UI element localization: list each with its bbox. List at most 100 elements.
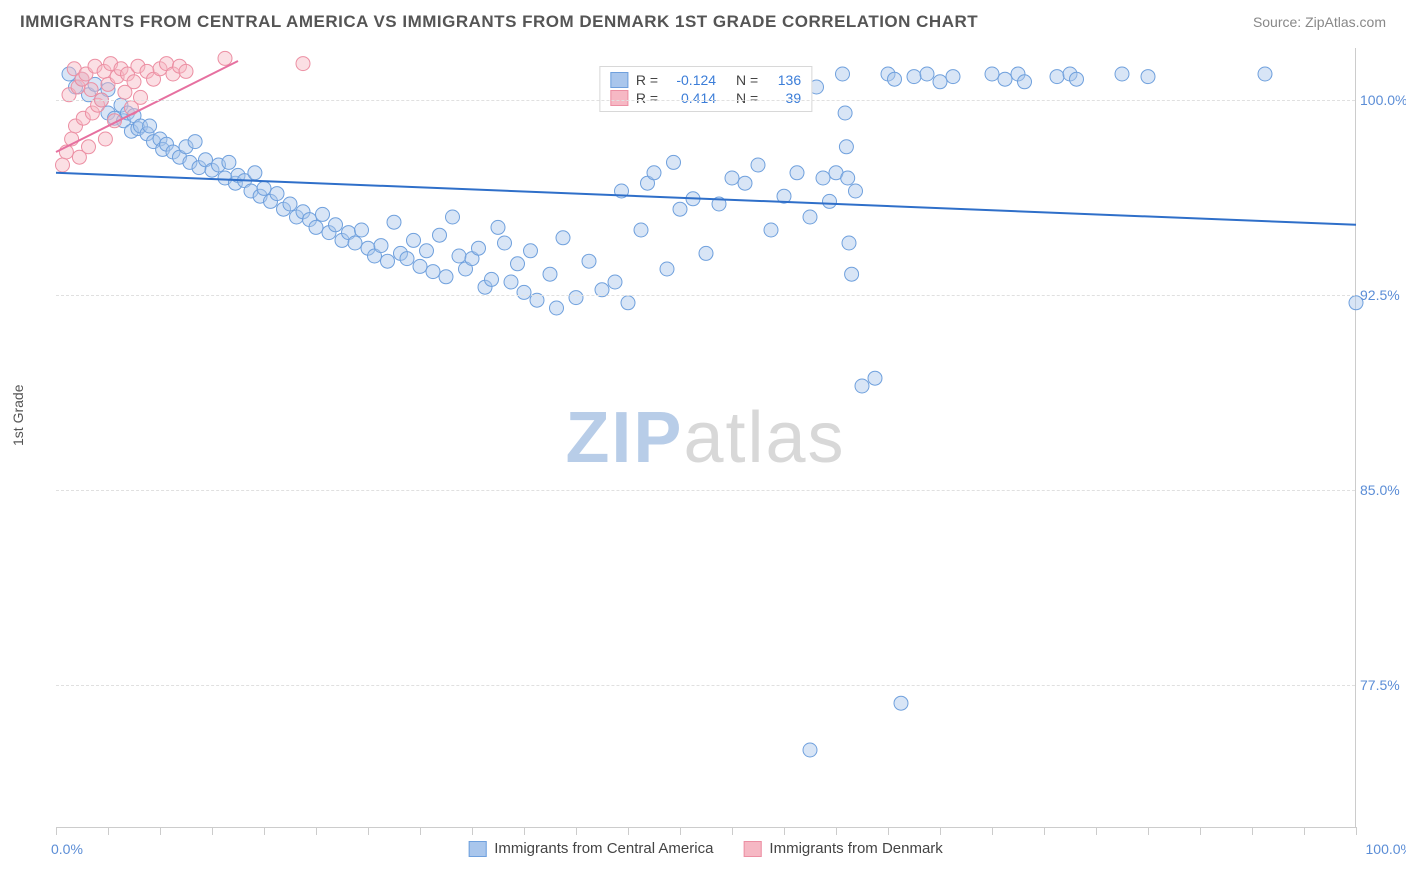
data-point — [841, 171, 855, 185]
data-point — [888, 72, 902, 86]
data-point — [985, 67, 999, 81]
stats-row-series-2: R = 0.414 N = 39 — [610, 89, 801, 107]
x-tick — [212, 827, 213, 835]
data-point — [1018, 75, 1032, 89]
x-tick — [1096, 827, 1097, 835]
x-tick — [1200, 827, 1201, 835]
data-point — [82, 140, 96, 154]
data-point — [855, 379, 869, 393]
data-point — [816, 171, 830, 185]
x-tick — [160, 827, 161, 835]
data-point — [127, 75, 141, 89]
data-point — [582, 254, 596, 268]
data-point — [98, 132, 112, 146]
y-axis-label: 1st Grade — [10, 385, 26, 446]
data-point — [842, 236, 856, 250]
data-point — [452, 249, 466, 263]
series-2-r-value: 0.414 — [666, 90, 716, 106]
y-tick-label: 100.0% — [1360, 92, 1406, 108]
data-point — [517, 285, 531, 299]
x-tick — [784, 827, 785, 835]
data-point — [439, 270, 453, 284]
data-point — [1050, 70, 1064, 84]
data-point — [387, 215, 401, 229]
series-2-name: Immigrants from Denmark — [769, 840, 942, 857]
series-1-r-value: -0.124 — [666, 72, 716, 88]
source-link[interactable]: ZipAtlas.com — [1305, 14, 1386, 30]
data-point — [296, 57, 310, 71]
gridline-h — [56, 685, 1355, 686]
gridline-h — [56, 490, 1355, 491]
data-point — [491, 220, 505, 234]
data-point — [498, 236, 512, 250]
y-tick-label: 92.5% — [1360, 287, 1406, 303]
correlation-stats-box: R = -0.124 N = 136 R = 0.414 N = 39 — [599, 66, 812, 112]
data-point — [946, 70, 960, 84]
data-point — [894, 696, 908, 710]
data-point — [374, 239, 388, 253]
x-tick — [472, 827, 473, 835]
y-tick-label: 77.5% — [1360, 677, 1406, 693]
x-tick — [940, 827, 941, 835]
data-point — [1070, 72, 1084, 86]
data-point — [283, 197, 297, 211]
x-tick — [680, 827, 681, 835]
gridline-h — [56, 295, 1355, 296]
data-point — [485, 272, 499, 286]
data-point — [270, 187, 284, 201]
data-point — [134, 90, 148, 104]
data-point — [1141, 70, 1155, 84]
x-tick — [264, 827, 265, 835]
data-point — [751, 158, 765, 172]
data-point — [381, 254, 395, 268]
x-tick — [1304, 827, 1305, 835]
series-2-swatch — [610, 90, 628, 106]
data-point — [524, 244, 538, 258]
x-max-label: 100.0% — [1366, 841, 1406, 857]
series-2-legend-swatch — [743, 841, 761, 857]
data-point — [543, 267, 557, 281]
data-point — [933, 75, 947, 89]
data-point — [764, 223, 778, 237]
x-tick — [732, 827, 733, 835]
plot-area: ZIPatlas R = -0.124 N = 136 R = 0.414 N … — [56, 48, 1356, 828]
series-1-name: Immigrants from Central America — [494, 840, 713, 857]
data-point — [845, 267, 859, 281]
x-tick — [524, 827, 525, 835]
x-tick — [420, 827, 421, 835]
data-point — [179, 64, 193, 78]
data-point — [738, 176, 752, 190]
gridline-h — [56, 100, 1355, 101]
x-tick — [1356, 827, 1357, 835]
data-point — [998, 72, 1012, 86]
data-point — [309, 220, 323, 234]
data-point — [504, 275, 518, 289]
x-tick — [56, 827, 57, 835]
data-point — [426, 265, 440, 279]
data-point — [56, 158, 70, 172]
x-tick — [628, 827, 629, 835]
data-point — [400, 252, 414, 266]
data-point — [420, 244, 434, 258]
series-1-n-value: 136 — [766, 72, 801, 88]
data-point — [838, 106, 852, 120]
data-point — [218, 51, 232, 65]
data-point — [725, 171, 739, 185]
series-2-n-value: 39 — [766, 90, 801, 106]
data-point — [143, 119, 157, 133]
legend-item-1: Immigrants from Central America — [468, 840, 713, 857]
data-point — [316, 207, 330, 221]
data-point — [257, 181, 271, 195]
data-point — [621, 296, 635, 310]
data-point — [222, 155, 236, 169]
x-tick — [1044, 827, 1045, 835]
data-point — [329, 218, 343, 232]
data-point — [569, 291, 583, 305]
chart-title: IMMIGRANTS FROM CENTRAL AMERICA VS IMMIG… — [20, 12, 978, 32]
data-point — [647, 166, 661, 180]
x-tick — [888, 827, 889, 835]
data-point — [1115, 67, 1129, 81]
x-min-label: 0.0% — [51, 841, 83, 857]
y-tick-label: 85.0% — [1360, 482, 1406, 498]
data-point — [407, 233, 421, 247]
